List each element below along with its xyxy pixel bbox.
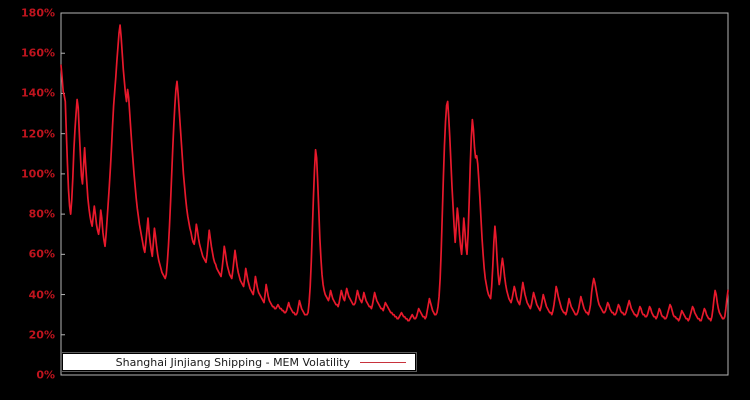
y-axis-tick-label: 180% [21,6,55,20]
y-axis-tick-label: 140% [21,86,55,100]
legend-line-swatch [360,361,406,363]
plot-frame-border [60,12,729,376]
y-axis-tick-label: 0% [36,368,55,382]
y-axis-tick-label: 40% [28,288,55,302]
series-line-mem-volatility [60,24,729,322]
y-axis-tick-label: 100% [21,167,55,181]
legend-series-label: Shanghai Jinjiang Shipping - MEM Volatil… [115,355,350,369]
chart-legend[interactable]: Shanghai Jinjiang Shipping - MEM Volatil… [63,354,415,370]
y-axis-tick-label: 60% [28,247,55,261]
y-axis-tick-label: 120% [21,127,55,141]
y-axis-tick-label: 80% [28,207,55,221]
y-axis-tick-marks [61,12,65,376]
y-axis-tick-label: 20% [28,328,55,342]
y-axis-tick-label: 160% [21,46,55,60]
